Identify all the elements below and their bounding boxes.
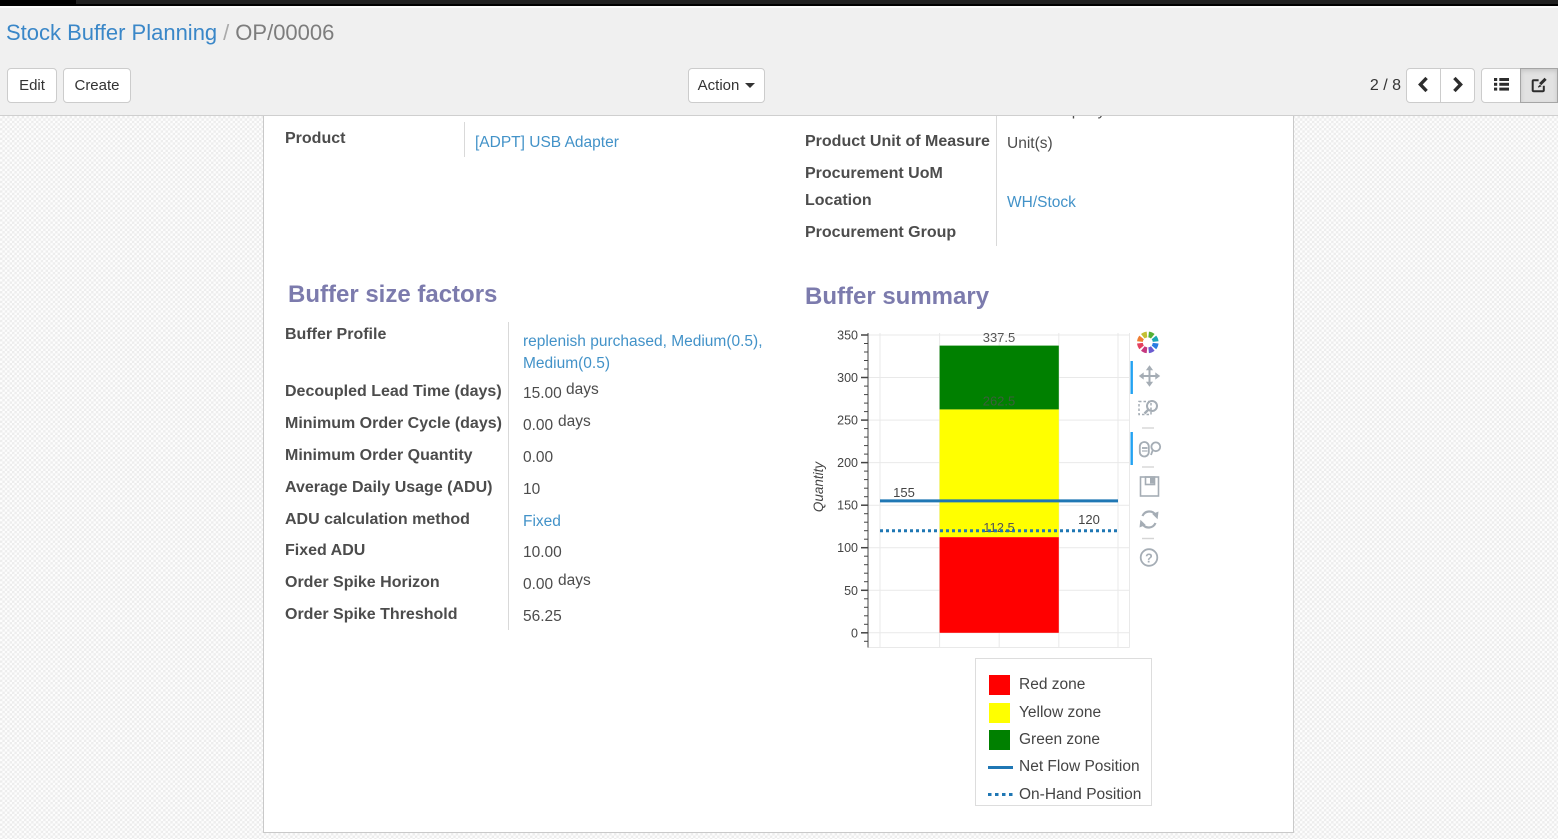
svg-text:150: 150 — [837, 499, 858, 513]
svg-text:350: 350 — [837, 329, 858, 343]
svg-text:50: 50 — [844, 584, 858, 598]
svg-text:250: 250 — [837, 414, 858, 428]
svg-text:155: 155 — [893, 485, 915, 500]
svg-text:100: 100 — [837, 541, 858, 555]
svg-text:200: 200 — [837, 456, 858, 470]
svg-text:262.5: 262.5 — [983, 394, 1016, 409]
svg-text:0: 0 — [851, 626, 858, 640]
svg-text:120: 120 — [1078, 512, 1100, 527]
svg-text:112.5: 112.5 — [983, 520, 1015, 535]
svg-text:?: ? — [1145, 552, 1153, 566]
svg-text:Quantity: Quantity — [811, 461, 826, 513]
svg-text:337.5: 337.5 — [983, 330, 1016, 345]
svg-text:300: 300 — [837, 371, 858, 385]
